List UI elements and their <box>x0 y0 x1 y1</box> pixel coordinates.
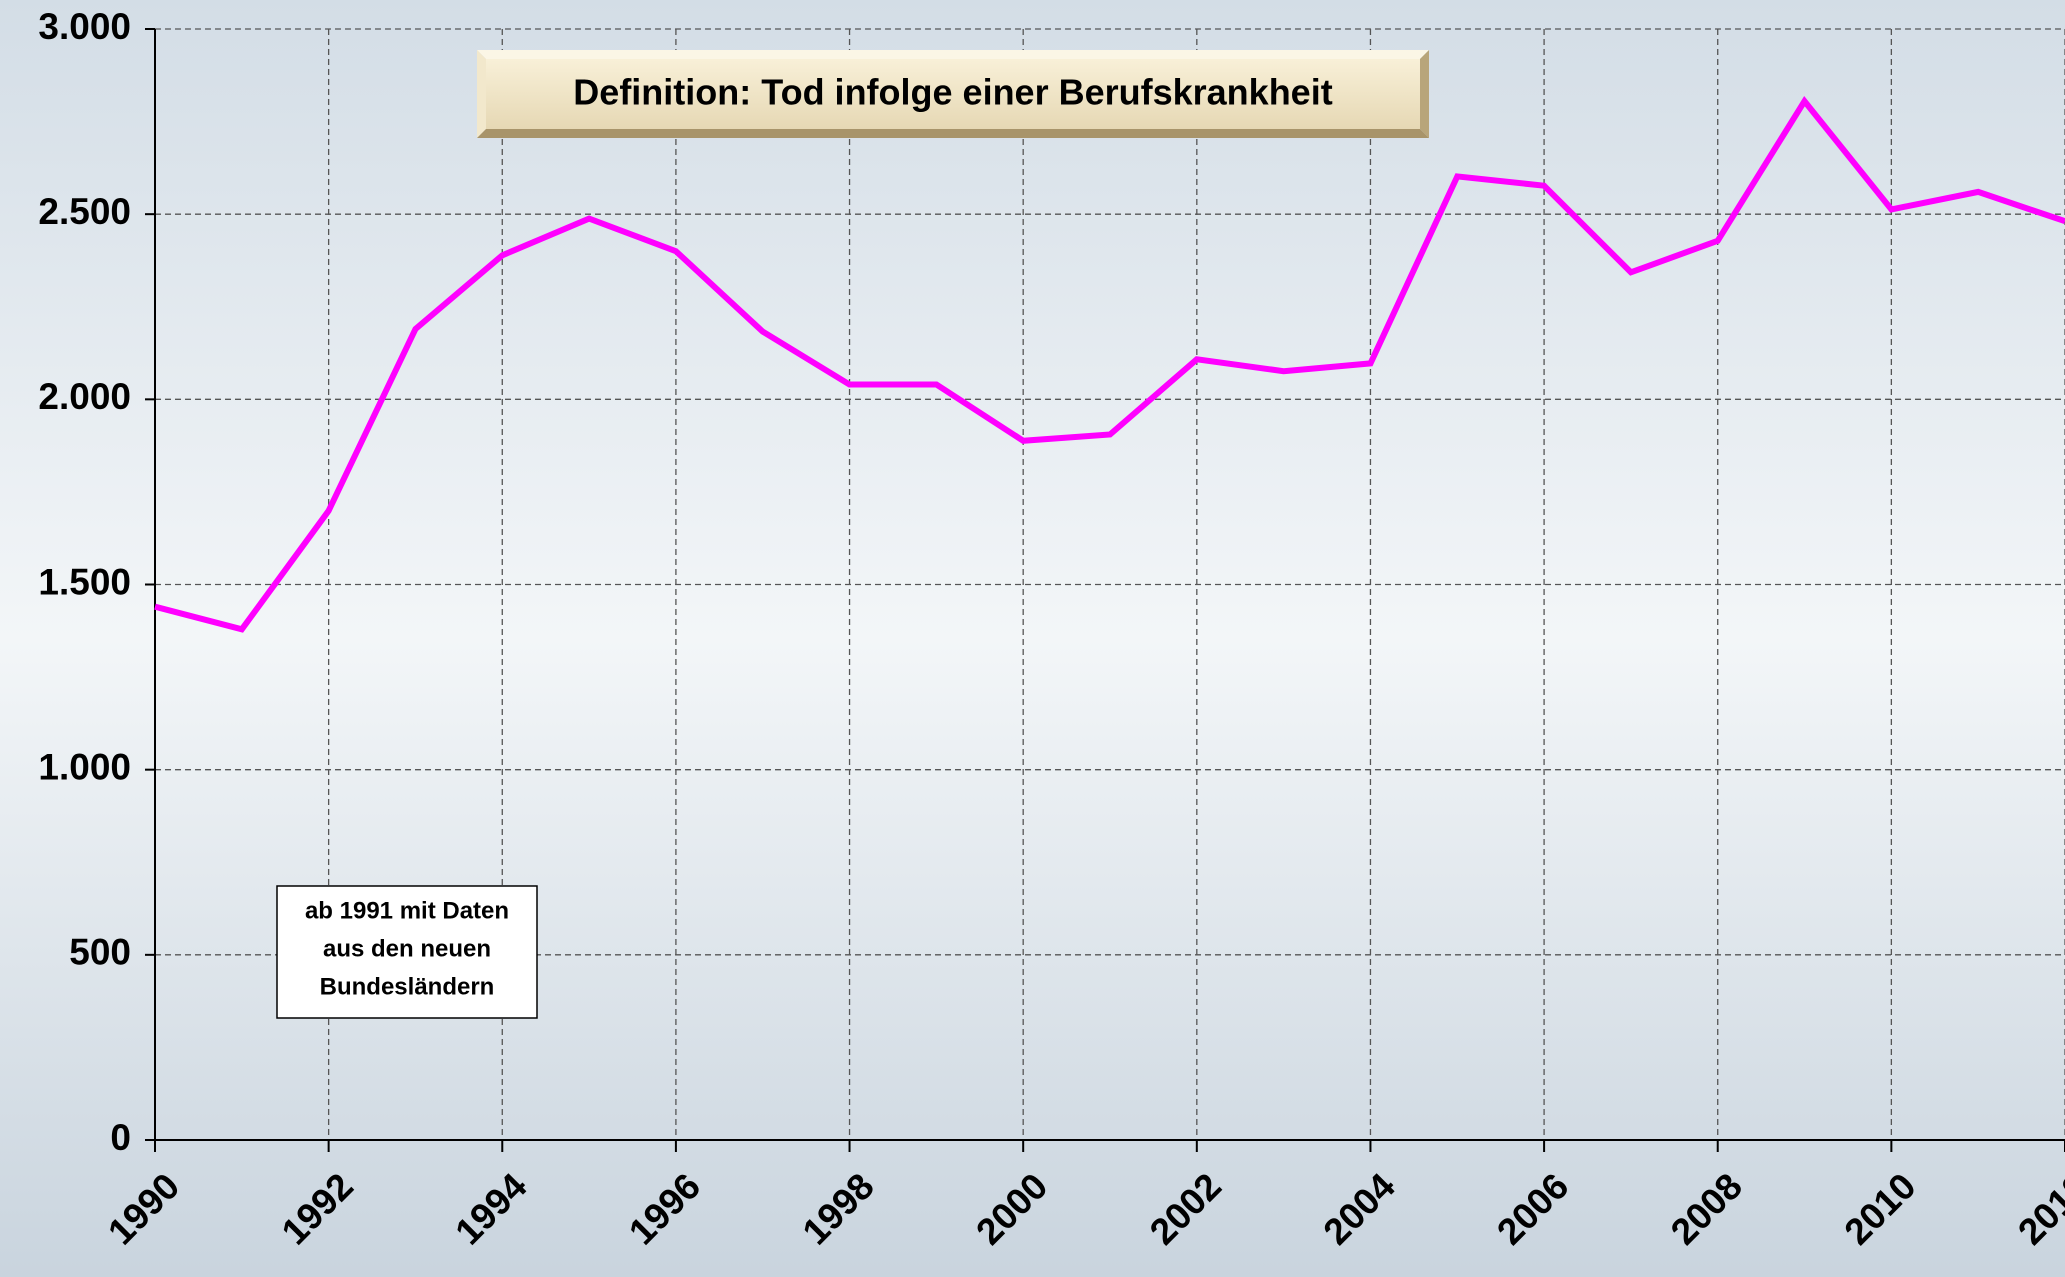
y-tick-label: 3.000 <box>38 6 131 47</box>
data-line <box>154 96 2065 633</box>
title-box: Definition: Tod infolge einer Berufskran… <box>477 50 1429 138</box>
y-tick-label: 2.000 <box>38 376 131 417</box>
note-box: ab 1991 mit Daten aus den neuen Bundeslä… <box>276 885 538 1019</box>
note-line: aus den neuen <box>323 935 491 962</box>
y-tick-label: 1.500 <box>38 561 131 602</box>
chart-title: Definition: Tod infolge einer Berufskran… <box>573 72 1332 113</box>
marks <box>154 96 2065 633</box>
y-tick-label: 0 <box>110 1117 131 1158</box>
y-tick-label: 500 <box>69 932 131 973</box>
note-line: ab 1991 mit Daten <box>305 897 509 924</box>
y-tick-label: 2.500 <box>38 191 131 232</box>
y-tick-label: 1.000 <box>38 746 131 787</box>
note-line: Bundesländern <box>320 973 495 1000</box>
